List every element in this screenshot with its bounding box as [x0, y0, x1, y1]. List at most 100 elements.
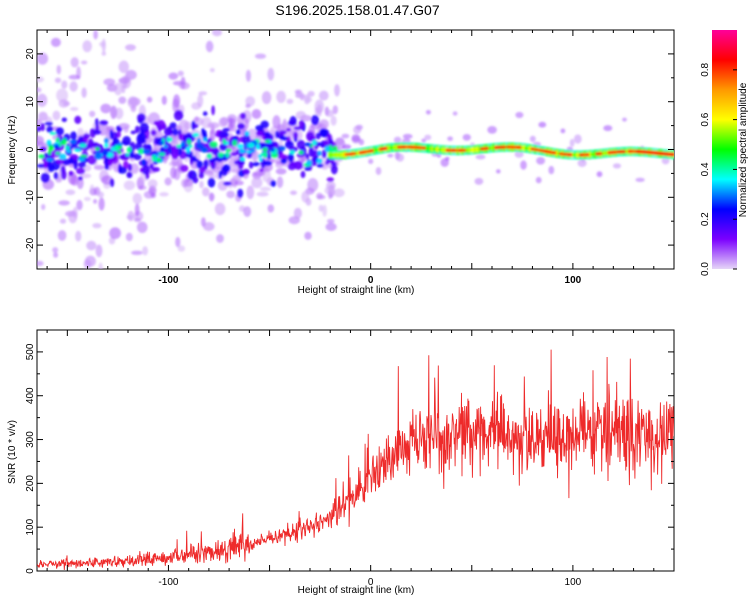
spectrogram-core [192, 132, 200, 138]
spectrogram-speckle [82, 40, 92, 53]
spectrogram-hotspot [585, 153, 590, 157]
spectrogram-speckle [424, 134, 432, 141]
spectrogram-blob [308, 147, 315, 157]
spectrogram-core [166, 137, 173, 142]
spectrogram-speckle [136, 221, 148, 233]
spectrogram-blob [44, 121, 53, 126]
spectrogram-blob [126, 171, 133, 179]
spectrogram-speckle [58, 200, 70, 206]
spectrogram-blob [264, 131, 271, 138]
spectrogram-blob [289, 161, 298, 167]
spectrogram-ylabel: Frequency (Hz) [7, 116, 18, 185]
spectrogram-blob [135, 141, 143, 151]
snr-series-line [37, 349, 674, 571]
spectrogram-blob [300, 170, 306, 179]
spectrogram-speckle [286, 98, 294, 105]
spectrogram-speckle [569, 138, 575, 147]
spectrogram-speckle [326, 218, 335, 224]
spectrogram-blob [87, 155, 97, 165]
spectrogram-hotspot [598, 152, 603, 156]
spectrogram-speckle [272, 115, 281, 129]
spectrogram-core [48, 149, 51, 156]
spectrogram-blob [127, 163, 133, 172]
spectrogram-speckle [290, 190, 297, 196]
spectrogram-speckle [130, 105, 137, 113]
spectrogram-speckle [402, 133, 413, 139]
spectrogram-hotspot [517, 145, 522, 149]
spectrogram-core [49, 131, 57, 136]
spectrogram-speckle [334, 84, 340, 97]
spectrogram-blob [319, 128, 328, 137]
spectrogram-blob [287, 152, 294, 163]
spectrogram-speckle [234, 180, 244, 186]
spectrogram-core [186, 138, 192, 145]
spectrogram-speckle [146, 96, 153, 103]
spectrogram-core [196, 138, 201, 144]
spectrogram-core [151, 154, 156, 160]
spectrogram-speckle [245, 96, 256, 107]
spectrogram-speckle [425, 110, 431, 115]
spectrogram-core [225, 148, 232, 152]
spectrogram-speckle [118, 96, 127, 104]
spectrogram-speckle [261, 91, 272, 105]
spectrogram-blob [188, 171, 193, 178]
spectrogram-speckle [474, 177, 484, 185]
spectrogram-speckle [69, 81, 78, 92]
spectrogram-speckle [295, 93, 306, 99]
spectrogram-core [106, 151, 114, 158]
spectrogram-core [262, 151, 268, 159]
spectrogram-blob [134, 125, 140, 134]
spectrogram-speckle [68, 210, 78, 224]
spectrogram-core [262, 147, 268, 152]
spectrogram-blob [150, 129, 157, 136]
spectrogram-speckle [342, 144, 352, 150]
spectrogram-speckle [256, 168, 261, 177]
spectrogram-speckle [161, 95, 167, 106]
spectrogram-speckle [520, 160, 527, 170]
spectrogram-speckle [353, 125, 362, 134]
spectrogram-speckle [209, 68, 215, 73]
x-tick-label: 0 [368, 577, 374, 588]
spectrogram-blob [255, 125, 264, 132]
spectrogram-blob [284, 140, 294, 149]
spectrogram-speckle [452, 111, 458, 116]
spectrogram-blob [280, 158, 288, 164]
y-tick-label: 0 [25, 146, 36, 152]
spectrogram-blob [99, 120, 109, 126]
spectrogram-blob [234, 160, 243, 165]
spectrogram-hotspot [568, 153, 573, 157]
spectrogram-speckle [535, 176, 542, 184]
spectrogram-blob [157, 123, 162, 132]
spectrogram-speckle [76, 199, 83, 211]
spectrogram-core [289, 150, 296, 155]
spectrogram-core [206, 153, 213, 159]
spectrogram-speckle [101, 51, 107, 56]
spectrogram-core [163, 144, 168, 149]
spectrogram-blob [275, 130, 280, 139]
spectrogram-speckle [358, 138, 365, 146]
spectrogram-speckle [93, 165, 105, 170]
spectrogram-speckle [131, 250, 143, 255]
spectrogram-speckle [205, 40, 214, 53]
spectrogram-blob [133, 153, 142, 161]
spectrogram-blob [55, 127, 64, 136]
spectrogram-speckle [203, 222, 215, 231]
spectrogram-core [316, 158, 323, 164]
spectrogram-core [69, 145, 74, 149]
spectrogram-blob [270, 180, 277, 187]
spectrogram-speckle [54, 77, 62, 84]
spectrogram-speckle [125, 232, 133, 242]
spectrogram-core [58, 153, 67, 160]
spectrogram-speckle [305, 96, 313, 103]
spectrogram-core [195, 143, 204, 149]
spectrogram-blob [78, 176, 83, 181]
spectrogram-blob [286, 127, 291, 132]
spectrogram-speckle [75, 230, 82, 242]
spectrogram-blob [248, 161, 254, 169]
spectrogram-speckle [243, 206, 252, 218]
spectrogram-speckle [57, 230, 67, 241]
spectrogram-speckle [293, 207, 302, 219]
spectrogram-speckle [538, 121, 547, 128]
spectrogram-speckle [661, 156, 670, 165]
spectrogram-speckle [142, 246, 149, 256]
